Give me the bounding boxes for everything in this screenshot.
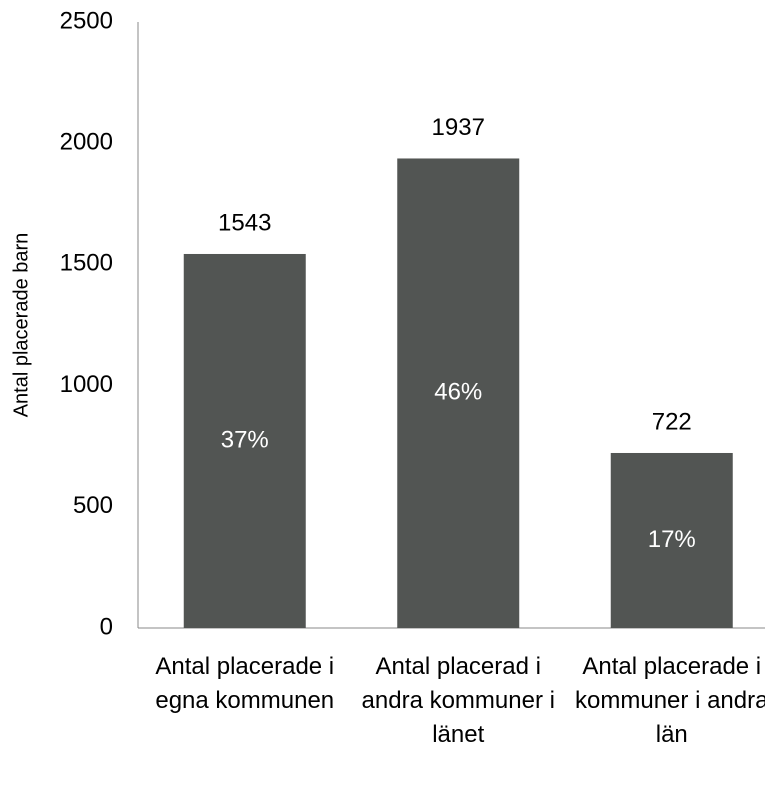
y-tick-label: 500 [73, 492, 113, 519]
x-tick-label: Antal placerad i andra kommuner i länet [361, 653, 555, 748]
bar [183, 253, 306, 628]
value-label: 1543 [218, 209, 271, 236]
percent-label: 46% [434, 379, 482, 406]
y-tick-label: 2000 [60, 129, 113, 156]
percent-label: 17% [648, 526, 696, 553]
value-label: 1937 [432, 114, 485, 141]
y-tick-label: 1000 [60, 371, 113, 398]
bar [610, 452, 733, 628]
y-tick-label: 2500 [60, 7, 113, 34]
y-tick-label: 0 [100, 613, 113, 640]
x-tick-label: Antal placerade i egna kommunen [155, 653, 335, 714]
value-label: 722 [652, 408, 692, 435]
percent-label: 37% [221, 426, 269, 453]
bar [397, 158, 520, 629]
x-tick-label: Antal placerade i kommuner i andra län [575, 653, 765, 748]
y-axis-label: Antal placerade barn [10, 233, 32, 418]
y-tick-label: 1500 [60, 250, 113, 277]
